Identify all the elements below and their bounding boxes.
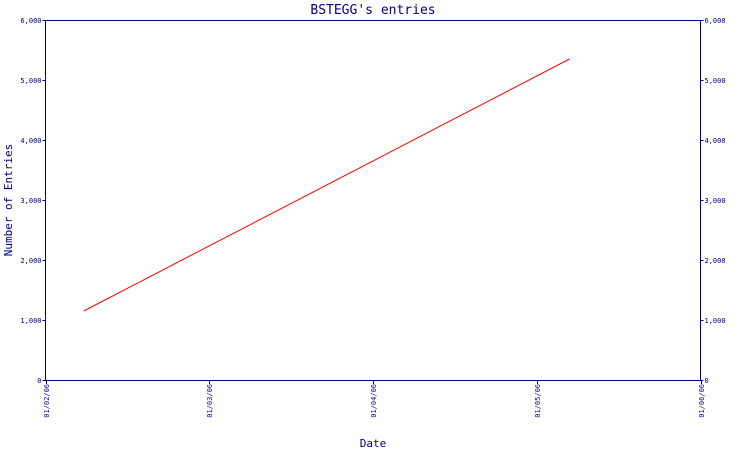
series-layer	[83, 58, 570, 312]
y-tick-label-right: 3,000	[705, 197, 726, 205]
y-tick-label-left: 0	[37, 377, 41, 385]
x-axis-title: Date	[360, 437, 387, 450]
x-tick-label: 01/04/06	[370, 384, 378, 418]
y-tick-label-left: 2,000	[20, 257, 41, 265]
axis-ticks	[42, 20, 704, 384]
y-tick-label-left: 1,000	[20, 317, 41, 325]
tick-labels: 0 0 1,000 1,000 2,000 2,000 3,000 3,000 4,000 4,0…	[20, 17, 725, 418]
y-tick-label-right: 6,000	[705, 17, 726, 25]
y-axis-title: Number of Entries	[2, 144, 15, 257]
y-tick-label-left: 5,000	[20, 77, 41, 85]
y-tick-label-right: 2,000	[705, 257, 726, 265]
y-tick-label-left: 4,000	[20, 137, 41, 145]
plot-frame	[45, 20, 701, 381]
x-tick-label: 01/06/06	[698, 384, 706, 418]
entries-series-line	[83, 58, 570, 312]
y-tick-label-left: 3,000	[20, 197, 41, 205]
y-tick-label-right: 1,000	[705, 317, 726, 325]
x-tick-label: 01/02/06	[43, 384, 51, 418]
y-tick-label-right: 5,000	[705, 77, 726, 85]
x-tick-label: 01/03/06	[206, 384, 214, 418]
x-tick-label: 01/05/06	[534, 384, 542, 418]
chart-title: BSTEGG's entries	[310, 3, 435, 18]
y-tick-label-right: 4,000	[705, 137, 726, 145]
y-tick-label-left: 6,000	[20, 17, 41, 25]
y-tick-label-right: 0	[705, 377, 709, 385]
